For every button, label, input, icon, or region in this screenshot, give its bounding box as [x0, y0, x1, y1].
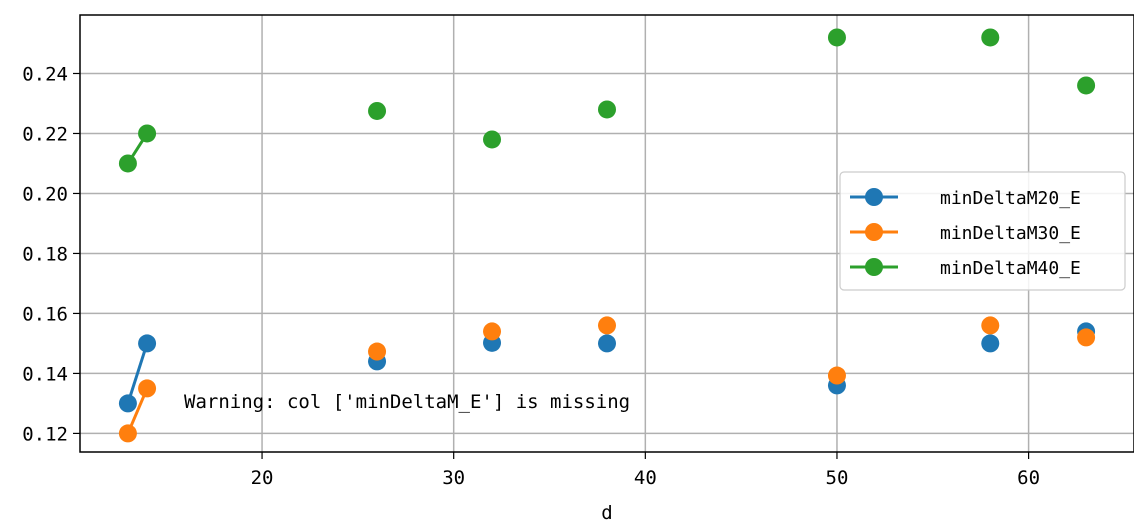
- data-point: [118, 154, 137, 173]
- data-point: [118, 424, 137, 443]
- y-tick-label: 0.20: [22, 183, 68, 205]
- data-point: [981, 316, 1000, 335]
- y-tick-label: 0.16: [22, 303, 68, 325]
- data-point: [598, 100, 616, 119]
- axis-ticks: 20 30 40 50 60 0.12 0.14 0.16 0.18 0.20 0.22 0.24: [22, 63, 1040, 489]
- x-tick-label: 20: [251, 467, 274, 489]
- data-point: [827, 366, 846, 385]
- plot-frame: [79, 14, 1134, 453]
- y-tick-label: 0.24: [22, 63, 68, 85]
- y-tick-label: 0.18: [22, 243, 68, 265]
- series-minDeltaM30_E: [118, 316, 1096, 443]
- data-point: [1077, 76, 1096, 95]
- x-axis-label: d: [601, 502, 612, 522]
- data-point: [827, 28, 846, 47]
- data-point: [981, 28, 1000, 47]
- data-point: [483, 322, 502, 341]
- x-tick-label: 30: [442, 467, 465, 489]
- data-series: [118, 28, 1096, 443]
- legend-marker: [865, 188, 883, 206]
- data-point: [598, 316, 616, 335]
- data-point: [598, 334, 616, 353]
- legend-label: minDeltaM30_E: [940, 223, 1081, 244]
- warning-annotation: Warning: col ['minDeltaM_E'] is missing: [184, 391, 630, 413]
- series-minDeltaM40_E: [118, 28, 1096, 173]
- x-tick-label: 50: [826, 467, 849, 489]
- y-tick-label: 0.14: [22, 363, 68, 385]
- x-tick-label: 60: [1017, 467, 1040, 489]
- legend-label: minDeltaM40_E: [940, 258, 1081, 279]
- legend-marker: [865, 258, 883, 276]
- data-point: [118, 394, 137, 413]
- series-line: [126, 342, 149, 404]
- data-point: [368, 101, 387, 120]
- legend-box: [839, 171, 1126, 291]
- x-tick-label: 40: [634, 467, 657, 489]
- data-point: [1077, 328, 1096, 347]
- data-point: [981, 334, 1000, 353]
- data-point: [138, 379, 157, 398]
- data-point: [138, 334, 157, 353]
- data-point: [138, 124, 157, 143]
- data-point: [368, 342, 387, 361]
- legend-marker: [865, 223, 883, 241]
- legend: minDeltaM20_E minDeltaM30_E minDeltaM40_E: [839, 171, 1126, 291]
- data-point: [483, 130, 502, 149]
- y-tick-label: 0.12: [22, 423, 68, 445]
- legend-label: minDeltaM20_E: [940, 188, 1081, 209]
- y-tick-label: 0.22: [22, 123, 68, 145]
